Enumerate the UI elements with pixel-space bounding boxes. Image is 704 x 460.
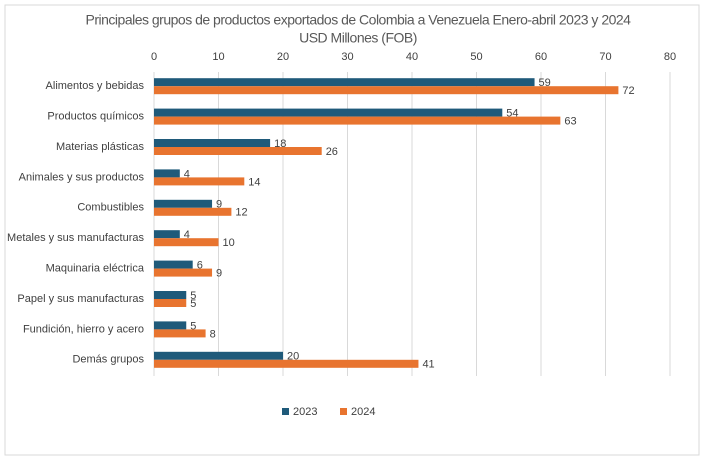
legend-swatch [340, 408, 347, 415]
bar [154, 299, 187, 307]
bar [154, 139, 271, 147]
data-label: 20 [287, 351, 299, 363]
bar [154, 78, 535, 87]
data-label: 9 [216, 199, 222, 211]
y-tick-label: Productos químicos [47, 111, 144, 123]
bar [154, 351, 283, 360]
x-tick-label: 20 [277, 51, 289, 63]
y-tick-label: Alimentos y bebidas [46, 80, 145, 92]
bar [154, 329, 206, 338]
x-tick-label: 60 [535, 51, 547, 63]
y-tick-label: Maquinaria eléctrica [46, 263, 145, 275]
x-tick-label: 70 [599, 51, 611, 63]
data-label: 18 [274, 138, 286, 150]
x-tick-label: 0 [151, 51, 157, 63]
bar [154, 238, 219, 247]
y-tick-label: Fundición, hierro y acero [23, 323, 144, 335]
y-tick-label: Materias plásticas [56, 141, 145, 153]
bar [154, 359, 419, 368]
x-tick-label: 40 [406, 51, 418, 63]
data-label: 6 [197, 260, 203, 272]
legend-swatch [282, 408, 289, 415]
y-tick-label: Combustibles [77, 202, 144, 214]
bar [154, 116, 561, 125]
bar [154, 108, 503, 117]
chart-title: Principales grupos de productos exportad… [86, 12, 632, 28]
data-label: 14 [248, 176, 260, 188]
bar [154, 291, 187, 299]
y-tick-label: Demás grupos [72, 354, 144, 366]
data-label: 5 [190, 290, 196, 302]
x-tick-label: 30 [341, 51, 353, 63]
data-label: 10 [223, 237, 235, 249]
bar [154, 177, 245, 186]
data-label: 4 [184, 168, 190, 180]
data-label: 4 [184, 229, 190, 241]
bar [154, 268, 213, 277]
y-tick-label: Animales y sus productos [19, 171, 145, 183]
bar [154, 169, 180, 178]
bar [154, 321, 187, 330]
data-label: 63 [564, 116, 576, 128]
bar [154, 86, 619, 95]
data-label: 59 [539, 77, 551, 89]
bar [154, 199, 213, 208]
bar [154, 207, 232, 216]
data-label: 54 [506, 108, 518, 120]
x-tick-label: 50 [470, 51, 482, 63]
data-label: 12 [235, 207, 247, 219]
legend-label: 2023 [293, 406, 317, 418]
data-label: 72 [622, 85, 634, 97]
bar [154, 147, 322, 155]
y-tick-label: Metales y sus manufacturas [7, 232, 144, 244]
legend-label: 2024 [351, 406, 375, 418]
data-label: 5 [190, 320, 196, 332]
chart-frame [4, 4, 700, 456]
data-label: 41 [422, 359, 434, 371]
data-label: 26 [326, 146, 338, 158]
data-label: 5 [190, 298, 196, 310]
bar [154, 260, 193, 269]
data-label: 8 [210, 328, 216, 340]
data-label: 9 [216, 268, 222, 280]
x-tick-label: 80 [664, 51, 676, 63]
bar [154, 230, 180, 239]
chart-subtitle: USD Millones (FOB) [299, 30, 417, 46]
x-tick-label: 10 [212, 51, 224, 63]
y-tick-label: Papel y sus manufacturas [17, 293, 144, 305]
